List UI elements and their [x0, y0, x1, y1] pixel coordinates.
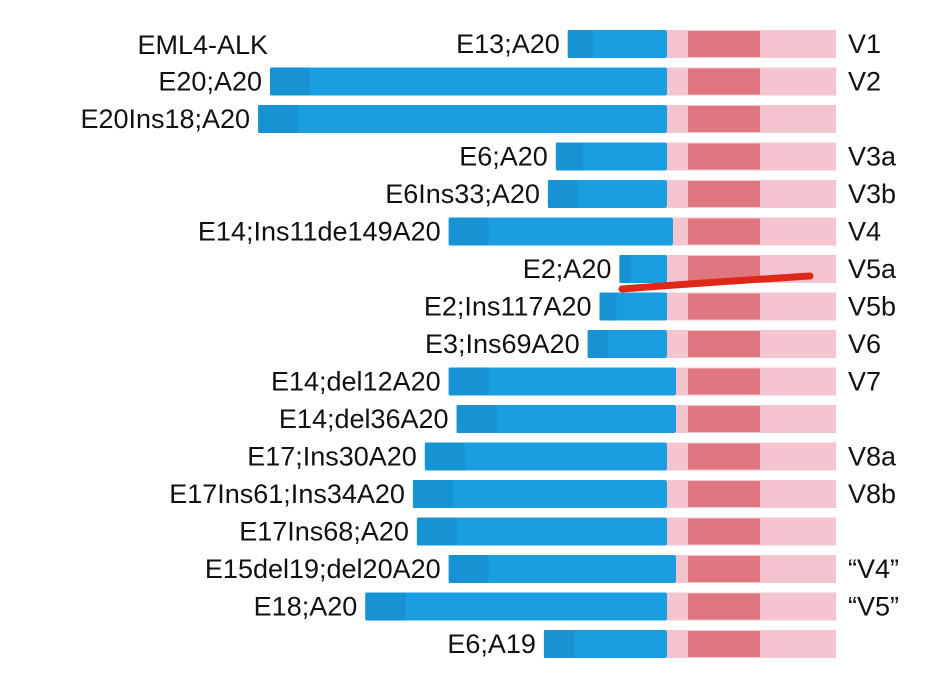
alk-kinase-domain	[688, 181, 760, 207]
variant-version: V3a	[848, 142, 897, 172]
variant-label: E2;A20	[523, 254, 612, 284]
eml4-shade	[587, 330, 608, 358]
variant-label: E18;A20	[254, 592, 358, 622]
eml4-segment	[448, 555, 676, 583]
alk-kinase-domain	[688, 368, 760, 395]
variant-label: E6;A20	[459, 142, 548, 172]
alk-kinase-domain	[688, 218, 760, 245]
eml4-segment	[365, 592, 667, 621]
variant-row: E17Ins68;A20	[239, 517, 836, 547]
variant-row: E2;Ins117A20 V5b	[424, 292, 896, 322]
eml4-shade	[416, 517, 457, 546]
variant-version: V2	[848, 67, 881, 97]
variant-label: E13;A20	[456, 29, 560, 59]
variant-label: E20Ins18;A20	[80, 104, 250, 134]
variant-label: E17Ins68;A20	[239, 517, 409, 547]
alk-kinase-domain	[688, 31, 760, 57]
variant-row: E6Ins33;A20 V3b	[385, 179, 896, 209]
variant-version: V7	[848, 367, 881, 397]
variant-version: V5b	[848, 292, 896, 322]
variant-row: E17;Ins30A20 V8a	[247, 442, 897, 472]
eml4-segment	[424, 442, 667, 471]
diagram-title: EML4-ALK	[137, 30, 268, 60]
variant-label: E2;Ins117A20	[424, 292, 592, 322]
variant-label: E6Ins33;A20	[385, 179, 540, 209]
variant-label: E20;A20	[158, 67, 262, 97]
eml4-shade	[448, 367, 489, 396]
eml4-shade	[599, 292, 617, 321]
variant-label: E17;Ins30A20	[247, 442, 417, 472]
eml4-shade	[258, 105, 299, 133]
alk-kinase-domain	[688, 143, 760, 170]
alk-kinase-domain	[688, 481, 760, 507]
variant-row: E20Ins18;A20	[80, 104, 836, 134]
variant-version: “V5”	[848, 592, 899, 622]
alk-kinase-domain	[688, 68, 760, 95]
variant-label: E17Ins61;Ins34A20	[169, 479, 405, 509]
alk-kinase-domain	[688, 556, 760, 582]
variant-version: V1	[848, 29, 881, 59]
alk-kinase-domain	[688, 406, 760, 432]
alk-kinase-domain	[688, 593, 760, 620]
variant-row: E17Ins61;Ins34A20 V8b	[169, 479, 896, 509]
variant-row: E20;A20 V2	[158, 67, 881, 97]
eml4-shade	[456, 405, 497, 433]
variant-label: E14;del12A20	[271, 367, 441, 397]
variant-version: V6	[848, 329, 881, 359]
variant-row: E18;A20 “V5”	[254, 592, 899, 622]
eml4-shade	[270, 67, 310, 96]
variant-version: V5a	[848, 254, 897, 284]
eml4-segment	[448, 367, 676, 396]
alk-kinase-domain	[688, 443, 760, 470]
variant-version: V4	[848, 217, 881, 247]
variant-row: E3;Ins69A20 V6	[425, 329, 881, 359]
variant-version: V8a	[848, 442, 897, 472]
variant-label: E3;Ins69A20	[425, 329, 580, 359]
eml4-shade	[424, 442, 465, 471]
eml4-shade	[567, 30, 593, 58]
variant-row: E6;A19	[447, 629, 836, 659]
variant-label: E15del19;del20A20	[205, 554, 441, 584]
variant-row: E14;Ins11de149A20 V4	[198, 217, 881, 247]
alk-kinase-domain	[688, 293, 760, 320]
eml4-shade	[543, 630, 575, 658]
alk-kinase-domain	[688, 106, 760, 132]
eml4-shade	[365, 592, 406, 621]
variant-version: V8b	[848, 479, 896, 509]
eml4-segment	[619, 255, 667, 283]
eml4-shade	[412, 480, 453, 508]
alk-kinase-domain	[688, 631, 760, 657]
variant-version: “V4”	[848, 554, 899, 584]
eml4-segment	[412, 480, 667, 508]
eml4-shade	[555, 142, 584, 171]
alk-kinase-domain	[688, 331, 760, 357]
variant-label: E14;del36A20	[279, 404, 449, 434]
eml4-shade	[619, 255, 632, 283]
alk-kinase-domain	[688, 518, 760, 545]
eml4-segment	[448, 217, 673, 246]
eml4-shade	[448, 555, 489, 583]
variant-row: E13;A20 V1	[456, 29, 881, 59]
variant-row: E14;del12A20 V7	[271, 367, 881, 397]
variant-label: E6;A19	[447, 629, 536, 659]
variant-row: E6;A20 V3a	[459, 142, 897, 172]
variant-row: E14;del36A20	[279, 404, 836, 434]
eml4-segment	[416, 517, 667, 546]
eml4-segment	[258, 105, 667, 133]
eml4-shade	[547, 180, 578, 208]
variant-row: E15del19;del20A20 “V4”	[205, 554, 899, 584]
variant-version: V3b	[848, 179, 896, 209]
eml4-shade	[448, 217, 489, 246]
eml4-segment	[456, 405, 676, 433]
variant-label: E14;Ins11de149A20	[198, 217, 441, 247]
highlight-underline	[618, 272, 814, 293]
eml4-segment	[270, 67, 667, 96]
